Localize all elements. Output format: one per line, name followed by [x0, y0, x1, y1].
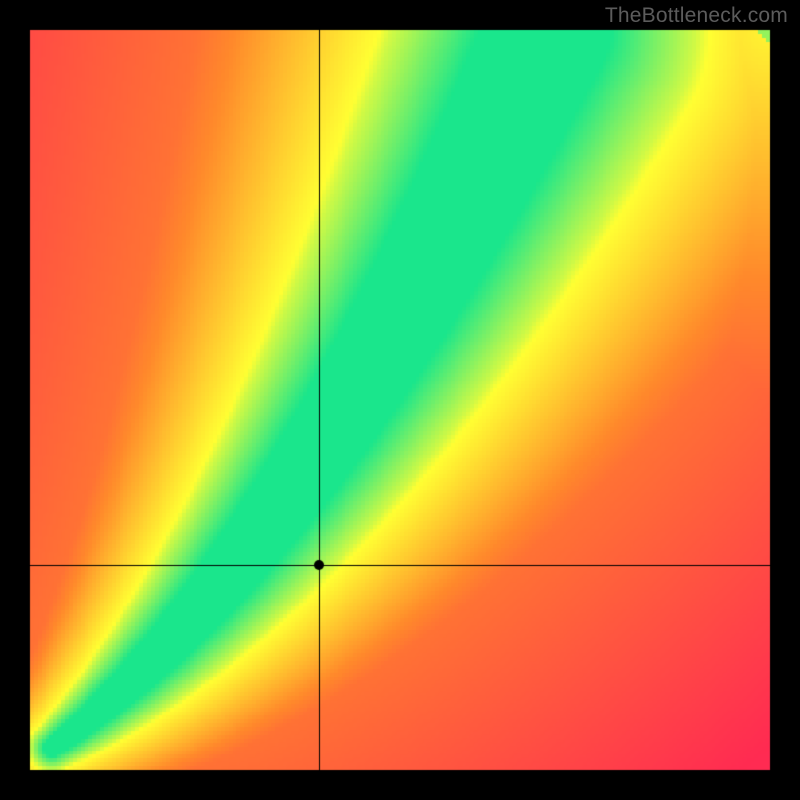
heatmap-canvas	[0, 0, 800, 800]
attribution-text: TheBottleneck.com	[605, 4, 788, 28]
chart-container: TheBottleneck.com	[0, 0, 800, 800]
